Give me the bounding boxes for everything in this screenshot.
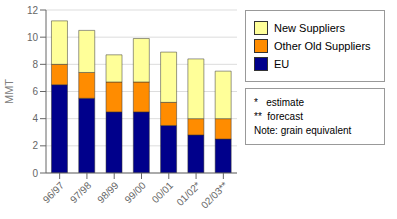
svg-text:MMT: MMT <box>8 79 15 104</box>
html-text:** forecast: ** forecast <box>254 111 303 122</box>
html-text:* estimate: * estimate <box>254 97 304 108</box>
svg-text:12: 12 <box>27 5 39 16</box>
svg-text:02/03**: 02/03** <box>199 180 230 211</box>
svg-text:4: 4 <box>32 113 38 124</box>
svg-text:10: 10 <box>27 32 39 43</box>
svg-text:8: 8 <box>32 59 38 70</box>
html-text:Other Old Suppliers: Other Old Suppliers <box>274 40 371 52</box>
html-text:Note: grain equivalent: Note: grain equivalent <box>254 125 352 136</box>
html-text:New Suppliers: New Suppliers <box>274 22 345 34</box>
svg-text:97/98: 97/98 <box>68 179 94 205</box>
svg-text:2: 2 <box>32 140 38 151</box>
svg-text:96/97: 96/97 <box>41 179 67 205</box>
html-text:EU: EU <box>274 58 290 70</box>
svg-text:00/01: 00/01 <box>150 179 176 205</box>
svg-text:6: 6 <box>32 86 38 97</box>
svg-text:0: 0 <box>32 168 38 179</box>
svg-text:99/00: 99/00 <box>122 179 148 205</box>
svg-text:01/02*: 01/02* <box>174 179 203 208</box>
svg-text:98/99: 98/99 <box>95 179 121 205</box>
